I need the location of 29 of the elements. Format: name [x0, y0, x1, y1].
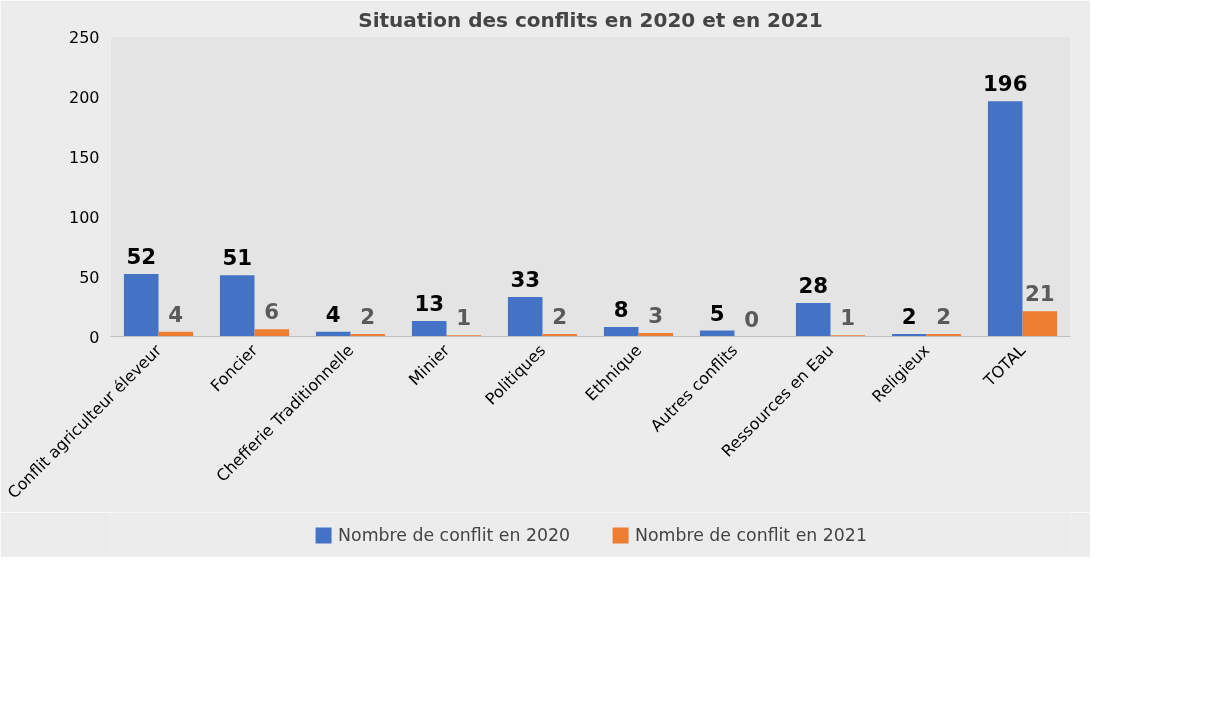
- data-label: 13: [414, 290, 445, 316]
- data-label: 5: [709, 300, 725, 326]
- legend-label: Nombre de conflit en 2021: [635, 524, 867, 545]
- data-label: 8: [613, 296, 629, 322]
- data-label: 1: [456, 305, 472, 331]
- data-label: 2: [360, 304, 376, 330]
- data-label: 0: [744, 306, 760, 332]
- legend-label: Nombre de conflit en 2020: [338, 524, 570, 545]
- data-label: 2: [552, 304, 568, 330]
- data-label: 21: [1024, 281, 1055, 307]
- data-label: 4: [325, 301, 341, 327]
- data-label: 51: [222, 245, 253, 271]
- data-label: 3: [648, 302, 664, 328]
- data-label: 6: [264, 299, 280, 325]
- y-tick-label: 250: [68, 27, 100, 47]
- y-tick-label: 100: [68, 207, 100, 227]
- data-label: 1: [840, 305, 856, 331]
- chart-title: Situation des conflits en 2020 et en 2021: [358, 7, 823, 32]
- y-tick-label: 0: [89, 327, 100, 347]
- data-label: 28: [798, 272, 829, 298]
- y-tick-label: 200: [68, 87, 100, 107]
- data-label: 33: [510, 266, 541, 292]
- data-label: 2: [901, 304, 917, 330]
- data-label: 52: [126, 244, 157, 270]
- data-label: 196: [982, 71, 1028, 97]
- y-tick-label: 150: [68, 147, 100, 167]
- y-tick-label: 50: [79, 267, 100, 287]
- data-label: 2: [936, 304, 952, 330]
- data-label: 4: [168, 301, 184, 327]
